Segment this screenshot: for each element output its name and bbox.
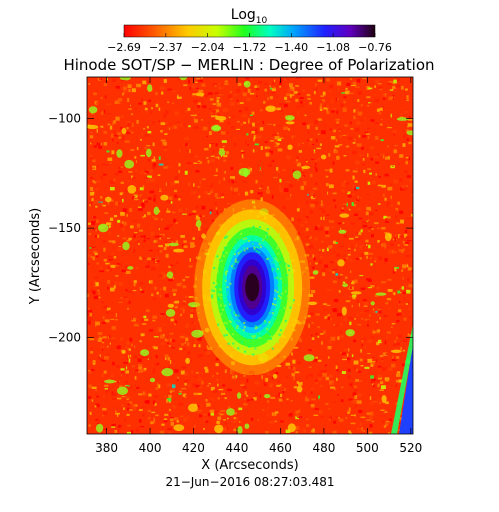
x-tick-label: 420 <box>182 441 205 455</box>
colorbar-label: Log10 <box>231 7 268 26</box>
timestamp: 21−Jun−2016 08:27:03.481 <box>165 475 334 489</box>
y-axis-label: Y (Arcseconds) <box>28 208 43 305</box>
x-tick-label: 440 <box>226 441 249 455</box>
y-tick-label: −150 <box>48 221 81 235</box>
x-tick-label: 500 <box>356 441 379 455</box>
y-tick-label: −200 <box>48 331 81 345</box>
colorbar-tick-label: −1.08 <box>316 41 350 54</box>
plot-frame <box>86 76 414 435</box>
chart-title: Hinode SOT/SP − MERLIN : Degree of Polar… <box>63 56 434 74</box>
colorbar-tick-label: −2.04 <box>191 41 225 54</box>
y-axis: −100 −150 −200 <box>48 112 413 345</box>
colorbar-tick-label: −0.76 <box>358 41 392 54</box>
x-tick-label: 460 <box>269 441 292 455</box>
x-axis: 380 400 420 440 460 480 500 520 <box>95 77 422 455</box>
colorbar-tick-label: −2.37 <box>149 41 183 54</box>
x-tick-label: 400 <box>139 441 162 455</box>
x-tick-label: 480 <box>312 441 335 455</box>
colorbar-tick-label: −2.69 <box>107 41 141 54</box>
x-tick-label: 520 <box>399 441 422 455</box>
x-axis-label: X (Arcseconds) <box>201 458 298 473</box>
limb-edge <box>391 324 413 434</box>
sunspot-contour <box>245 273 260 302</box>
colorbar-tick-label: −1.40 <box>274 41 308 54</box>
colorbar-ticks: −2.69 −2.37 −2.04 −1.72 −1.40 −1.08 −0.76 <box>107 33 392 54</box>
y-tick-label: −100 <box>48 112 81 126</box>
plot-area <box>87 77 413 434</box>
x-tick-label: 380 <box>95 441 118 455</box>
colorbar-tick-label: −1.72 <box>233 41 267 54</box>
sunspot <box>194 199 311 376</box>
